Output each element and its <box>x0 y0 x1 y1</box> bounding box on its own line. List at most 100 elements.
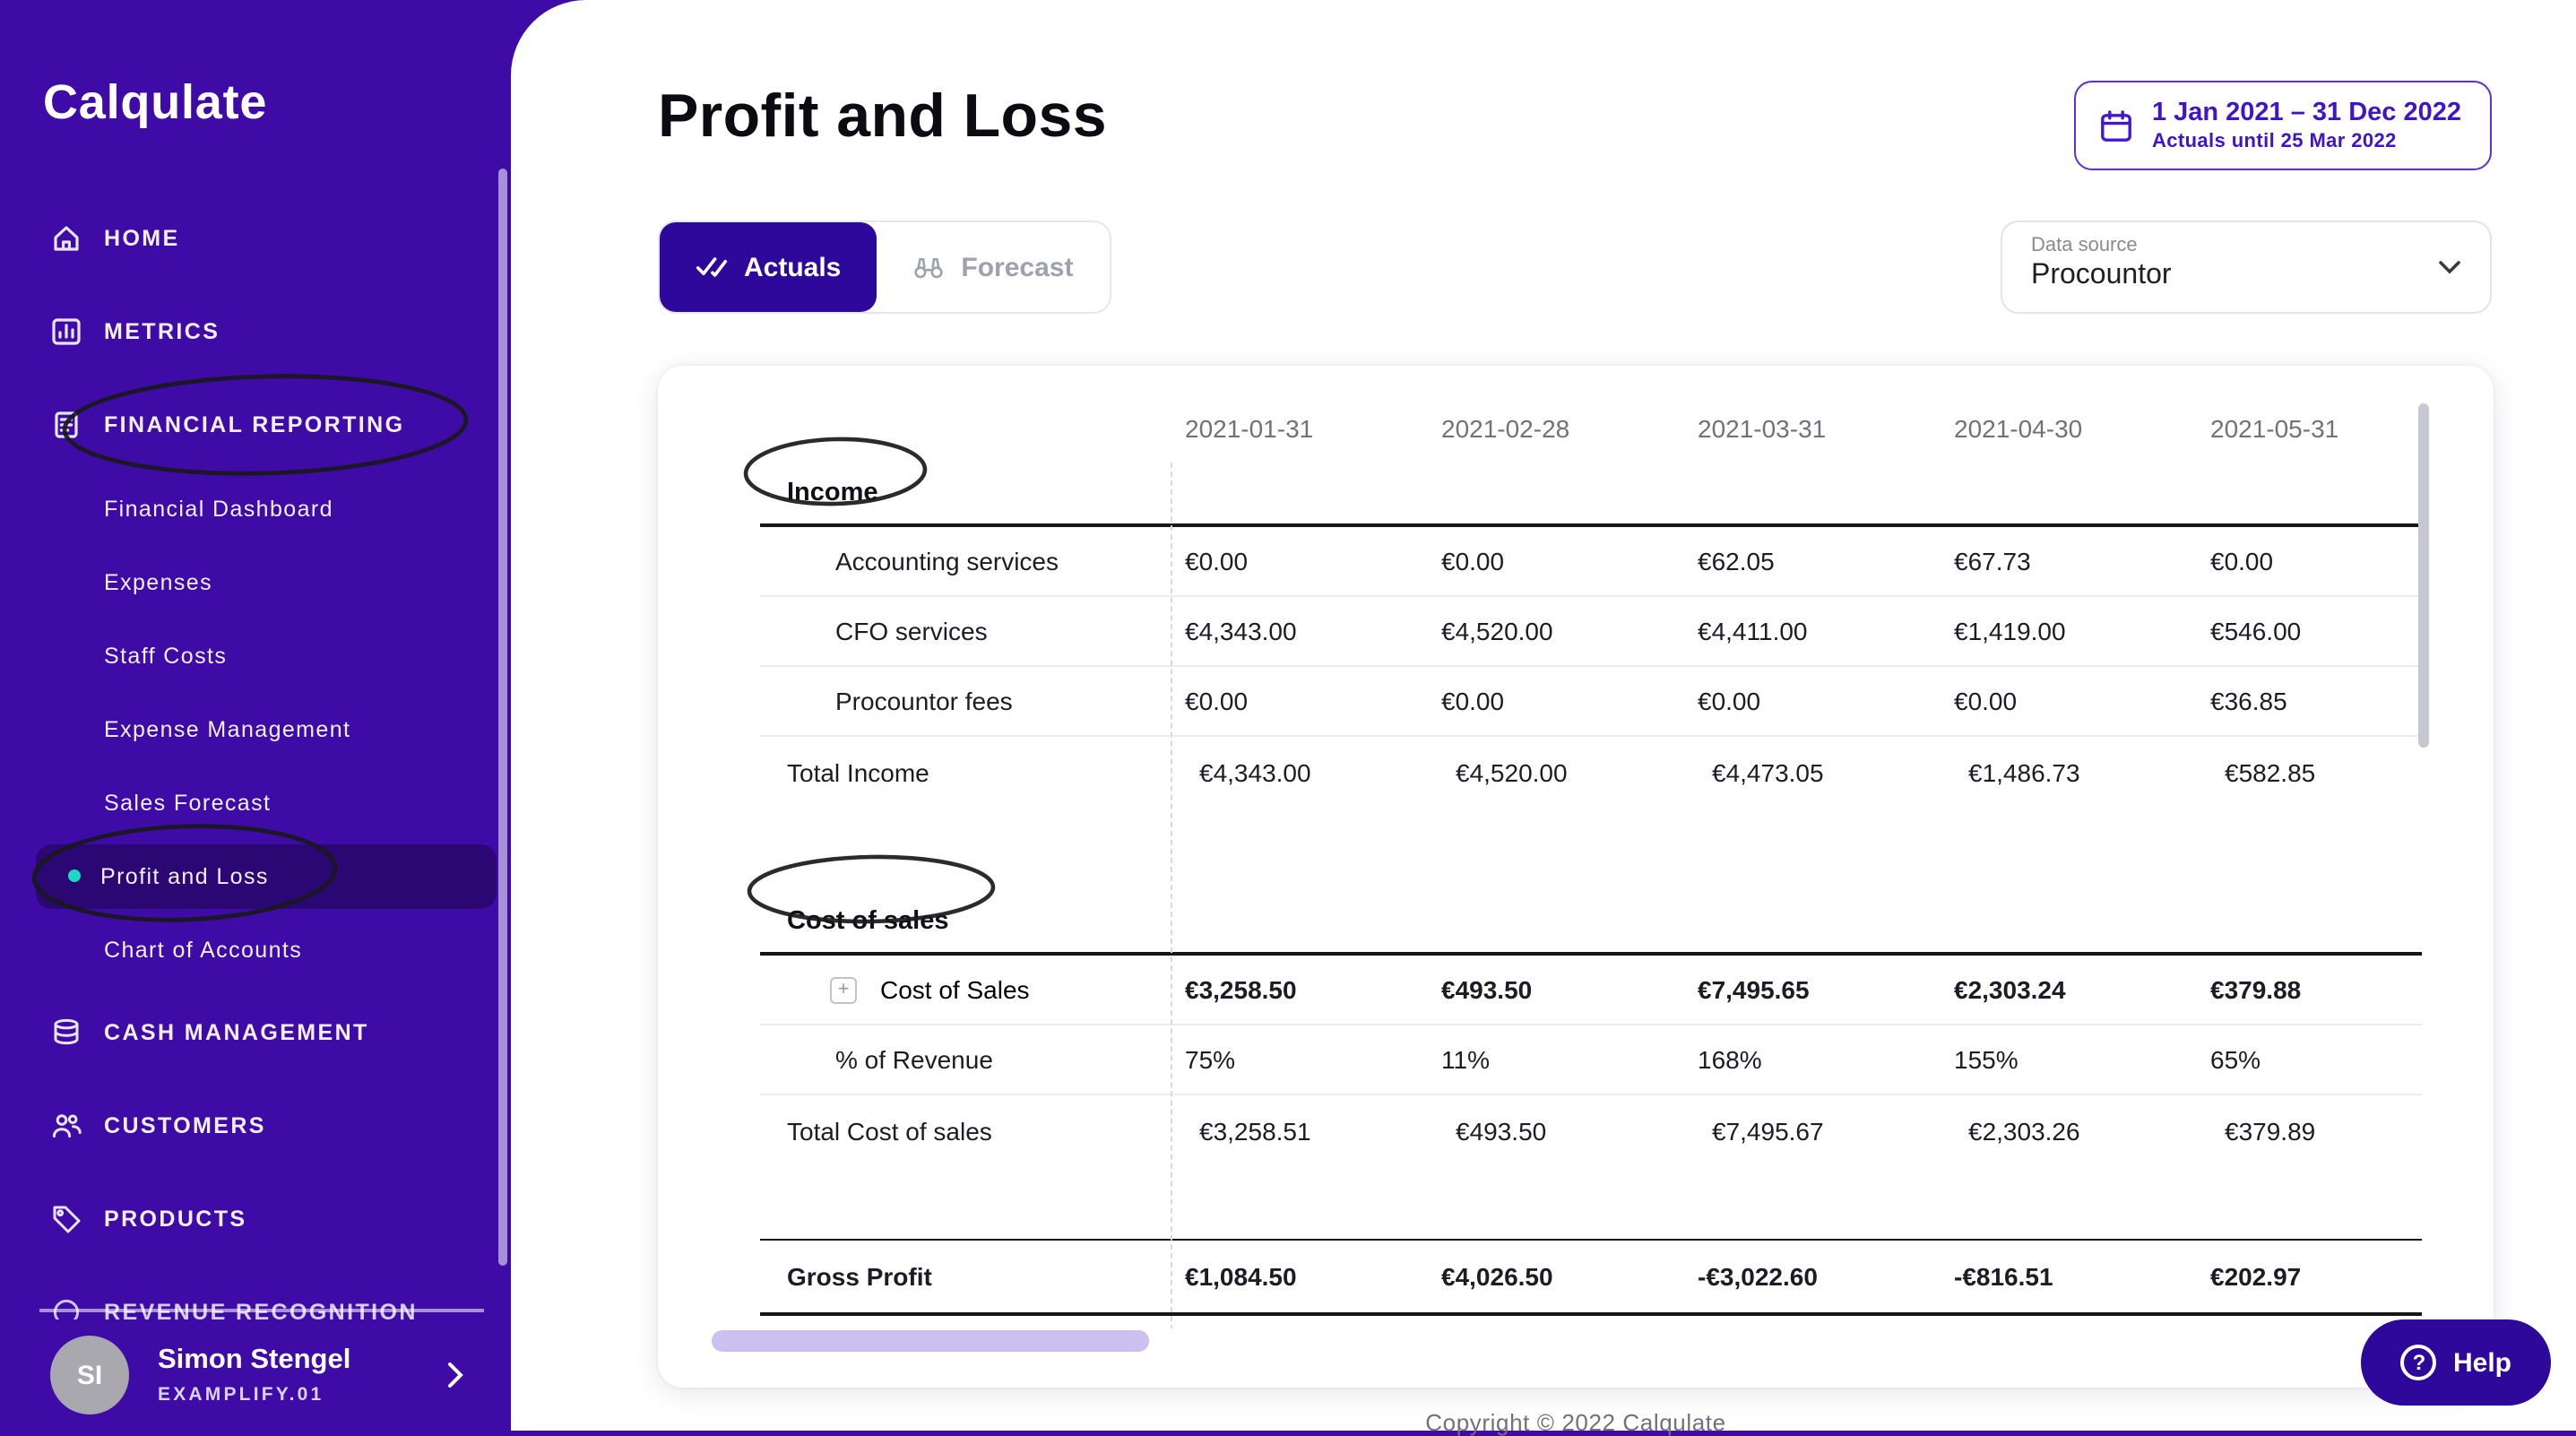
section-title-cost-of-sales: Cost of sales <box>760 891 2422 956</box>
section-title-income: Income <box>760 463 2422 527</box>
cell-value: €4,026.50 <box>1441 1262 1553 1291</box>
cell-value: -€3,022.60 <box>1698 1262 1818 1291</box>
cell-value: €4,411.00 <box>1698 617 1808 645</box>
cell-value: €67.73 <box>1954 547 2031 575</box>
cell-value: €4,473.05 <box>1712 758 1824 787</box>
cash-management-icon <box>54 1018 79 1045</box>
total-cost-of-sales-row: Total Cost of sales €3,258.51 €493.50 €7… <box>760 1095 2422 1167</box>
date-range-text: 1 Jan 2021 – 31 Dec 2022 Actuals until 2… <box>2152 99 2461 152</box>
sidebar-subitem-profit-and-loss[interactable]: Profit and Loss <box>0 839 511 913</box>
cell-value: €0.00 <box>1441 547 1505 575</box>
sidebar-item-label: CASH MANAGEMENT <box>104 1020 369 1045</box>
tab-label: Forecast <box>961 252 1074 282</box>
data-source-label: Data source <box>2031 235 2138 256</box>
sidebar-subitem-expense-management[interactable]: Expense Management <box>104 716 351 741</box>
calendar-icon <box>2102 109 2132 141</box>
gross-profit-row: Gross Profit €1,084.50 €4,026.50 -€3,022… <box>760 1239 2422 1316</box>
cell-value: €1,084.50 <box>1185 1262 1297 1291</box>
cell-value: €493.50 <box>1456 1117 1547 1146</box>
row-label: CFO services <box>835 617 988 645</box>
row-label: Accounting services <box>835 547 1059 575</box>
table-row-cost-of-sales: + Cost of Sales €3,258.50 €493.50 €7,495… <box>760 956 2422 1025</box>
help-button[interactable]: ? Help <box>2361 1319 2551 1406</box>
tab-actuals[interactable]: Actuals <box>660 222 877 312</box>
expand-icon[interactable]: + <box>830 976 857 1003</box>
cell-value: €3,258.50 <box>1185 975 1297 1004</box>
sidebar-item-label: HOME <box>104 226 180 251</box>
cell-value: €4,343.00 <box>1199 758 1311 787</box>
cell-value: €202.97 <box>2210 1262 2302 1291</box>
sidebar-item-label: PRODUCTS <box>104 1207 247 1232</box>
row-label: Cost of Sales <box>880 975 1030 1004</box>
cell-value: €1,486.73 <box>1968 758 2080 787</box>
financial-reporting-icon <box>55 411 78 438</box>
table-horizontal-scrollbar[interactable] <box>712 1330 1149 1352</box>
column-header: 2021-04-30 <box>1954 414 2083 443</box>
page-title: Profit and Loss <box>658 82 1107 151</box>
sidebar-item-customers[interactable]: CUSTOMERS <box>0 1079 511 1172</box>
column-header: 2021-01-31 <box>1185 414 1314 443</box>
sidebar-subitem-staff-costs[interactable]: Staff Costs <box>104 643 228 668</box>
table-header-row: 2021-01-31 2021-02-28 2021-03-31 2021-04… <box>760 394 2422 463</box>
sidebar-item-label: FINANCIAL REPORTING <box>104 412 405 437</box>
cell-value: 155% <box>1954 1045 2018 1074</box>
cell-value: €2,303.24 <box>1954 975 2066 1004</box>
cell-value: 168% <box>1698 1045 1762 1074</box>
cell-value: €493.50 <box>1441 975 1533 1004</box>
home-icon <box>54 226 79 251</box>
date-range-secondary: Actuals until 25 Mar 2022 <box>2151 131 2397 152</box>
sidebar-subitem-financial-dashboard[interactable]: Financial Dashboard <box>104 496 333 521</box>
table-vertical-scrollbar[interactable] <box>2418 403 2429 748</box>
active-dot-icon <box>68 869 81 882</box>
sidebar-subitem-chart-of-accounts[interactable]: Chart of Accounts <box>104 937 303 962</box>
sidebar-item-metrics[interactable]: METRICS <box>0 285 511 378</box>
sidebar-item-cash-management[interactable]: CASH MANAGEMENT <box>0 986 511 1079</box>
products-icon <box>53 1206 81 1233</box>
sidebar-section-divider <box>39 1309 484 1312</box>
sidebar-subitem-sales-forecast[interactable]: Sales Forecast <box>104 790 272 815</box>
cell-value: 65% <box>2210 1045 2261 1074</box>
sidebar-item-home[interactable]: HOME <box>0 192 511 285</box>
cell-value: €7,495.65 <box>1698 975 1810 1004</box>
calqulate-logo[interactable]: Calqulate <box>43 75 268 129</box>
controls-row: Actuals Forecast Data source Procountor <box>658 221 2492 314</box>
sidebar-item-label: CUSTOMERS <box>104 1113 266 1138</box>
pnl-table: 2021-01-31 2021-02-28 2021-03-31 2021-04… <box>760 366 2422 1384</box>
cell-value: €62.05 <box>1698 547 1775 575</box>
data-source-select[interactable]: Data source Procountor <box>2001 221 2492 314</box>
user-name: Simon Stengel <box>158 1345 351 1375</box>
topbar: Profit and Loss 1 Jan 2021 – 31 Dec 2022… <box>511 0 2576 170</box>
sidebar-scrollbar[interactable] <box>498 169 507 1266</box>
tab-forecast[interactable]: Forecast <box>877 222 1109 312</box>
cell-value: €36.85 <box>2210 687 2287 715</box>
copyright-text: Copyright © 2022 Calqulate <box>1425 1409 1726 1436</box>
cell-value: €0.00 <box>1185 547 1249 575</box>
row-label: Total Cost of sales <box>787 1117 992 1146</box>
cell-value: €2,303.26 <box>1968 1117 2080 1146</box>
main-content: Profit and Loss 1 Jan 2021 – 31 Dec 2022… <box>511 0 2576 1436</box>
cell-value: €379.89 <box>2225 1117 2316 1146</box>
sidebar-item-financial-reporting[interactable]: FINANCIAL REPORTING <box>0 378 511 471</box>
pnl-table-card: 2021-01-31 2021-02-28 2021-03-31 2021-04… <box>658 366 2494 1388</box>
sidebar-item-products[interactable]: PRODUCTS <box>0 1172 511 1266</box>
user-meta: Simon Stengel EXAMPLIFY.01 <box>158 1345 350 1406</box>
date-range-button[interactable]: 1 Jan 2021 – 31 Dec 2022 Actuals until 2… <box>2074 81 2492 170</box>
cell-value: 75% <box>1185 1045 1236 1074</box>
date-range-primary: 1 Jan 2021 – 31 Dec 2022 <box>2151 99 2461 127</box>
cell-value: €1,419.00 <box>1954 617 2066 645</box>
user-org: EXAMPLIFY.01 <box>158 1384 324 1406</box>
user-profile[interactable]: SI Simon Stengel EXAMPLIFY.01 <box>0 1319 511 1431</box>
row-label: Procountor fees <box>835 687 1013 715</box>
cell-value: €0.00 <box>1698 687 1761 715</box>
sidebar-nav: HOME METRICS FINANCIAL REPORTING Financi… <box>0 192 511 1359</box>
cell-value: -€816.51 <box>1954 1262 2053 1291</box>
question-mark-icon: ? <box>2400 1345 2437 1380</box>
row-label: % of Revenue <box>835 1045 993 1074</box>
column-header: 2021-05-31 <box>2210 414 2339 443</box>
sidebar-subitem-expenses[interactable]: Expenses <box>104 569 212 594</box>
sidebar: Calqulate HOME METRICS FINANCIAL REPORTI… <box>0 0 511 1431</box>
cell-value: €0.00 <box>2210 547 2274 575</box>
financial-reporting-subnav: Financial Dashboard Expenses Staff Costs… <box>0 471 511 986</box>
cell-value: €0.00 <box>1185 687 1249 715</box>
sidebar-item-label: METRICS <box>104 319 220 344</box>
